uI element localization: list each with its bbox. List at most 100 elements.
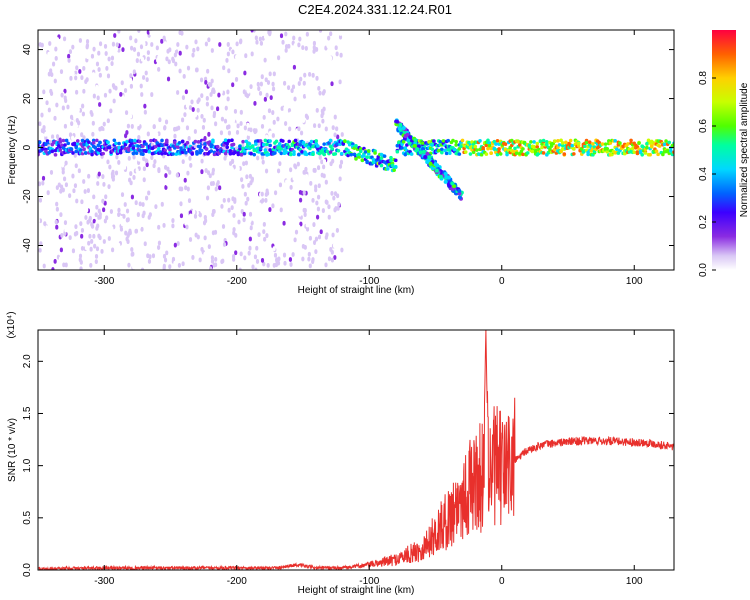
spectrogram-cell [291, 252, 295, 257]
spectrogram-cell [203, 142, 207, 146]
spectrogram-cell [137, 139, 142, 144]
spectrogram-cell [315, 107, 319, 113]
spectrogram-cell [95, 138, 99, 143]
snr-x-tick-label: 100 [626, 576, 643, 587]
spectrogram-cell [218, 42, 222, 47]
spectrogram-cell [236, 105, 240, 111]
spectrogram-cell [152, 124, 156, 130]
spectrogram-cell [72, 188, 76, 194]
spectrogram-cell [136, 144, 140, 148]
spectrogram-cell [229, 218, 233, 223]
spectrogram-cell [180, 253, 184, 259]
spectrogram-cell [106, 118, 110, 124]
spectrogram-cell [129, 35, 133, 41]
spectrogram-cell [64, 138, 69, 143]
spectrogram-cell [123, 88, 128, 93]
spectrogram-cell [267, 51, 271, 57]
spectrogram-cell [339, 52, 343, 58]
spectrogram-cell [211, 140, 215, 144]
spectrogram-cell [88, 233, 92, 239]
spectrogram-cell [251, 75, 255, 81]
spectrogram-cell [58, 148, 63, 152]
spectrogram-cell [48, 140, 53, 144]
spectrogram-cell [207, 37, 211, 43]
spectrogram-cell [266, 152, 271, 157]
spectrogram-cell [306, 119, 310, 125]
spectrogram-cell [331, 125, 335, 131]
spectrogram-cell [240, 209, 244, 214]
spectrogram-cell [267, 108, 272, 114]
spectrogram-cell [249, 151, 253, 156]
spectrogram-cell [75, 142, 80, 146]
spectrogram-cell [226, 96, 230, 102]
spectrogram-cell [171, 152, 175, 156]
spectrogram-cell [314, 53, 318, 59]
spectrogram-cell [146, 253, 150, 259]
spectrogram-cell [265, 142, 269, 147]
spectrogram-cell [160, 201, 164, 207]
spectrogram-cell [278, 47, 282, 52]
spectrogram-cell [200, 169, 204, 175]
spectrogram-cell [149, 138, 153, 143]
spectrogram-cell [43, 106, 47, 112]
spectrogram-cell [292, 35, 296, 41]
spectrogram-cell [586, 152, 590, 157]
spectrogram-cell [269, 160, 274, 166]
spectrogram-cell [321, 200, 325, 206]
spectrogram-cell [605, 147, 610, 151]
spectrogram-cell [308, 71, 312, 77]
spectrogram-cell [330, 130, 334, 136]
spectrogram-cell [243, 255, 247, 261]
spectrogram-cell [60, 92, 64, 98]
spectrogram-cell [227, 124, 231, 130]
spectrogram-cell [311, 257, 315, 262]
spectrogram-cell [335, 126, 339, 132]
spectrogram-cell [279, 33, 284, 39]
spectrogram-cell [215, 144, 220, 149]
spectrogram-cell [351, 142, 355, 146]
spectrogram-cell [454, 139, 458, 144]
spectrogram-cell [249, 180, 253, 186]
spectrogram-cell [85, 39, 90, 44]
spectrogram-cell [210, 255, 215, 261]
spectrogram-cell [137, 30, 141, 33]
spectrogram-cell [104, 51, 108, 56]
spectrogram-cell [238, 144, 242, 149]
spectrogram-cell [51, 61, 56, 67]
spectrogram-y-tick-label: -40 [22, 238, 33, 253]
spectrogram-cell [252, 63, 256, 69]
spectrogram-cell [202, 117, 206, 123]
spectrogram-cell [395, 149, 400, 154]
spectrogram-cell [77, 168, 81, 174]
spectrogram-cell [260, 74, 264, 80]
spectrogram-cell [238, 267, 242, 270]
spectrogram-cell [297, 42, 301, 48]
spectrogram-cell [232, 256, 236, 262]
spectrogram-cell [231, 82, 235, 88]
spectrogram-cell [324, 234, 328, 240]
spectrogram-cell [317, 151, 322, 156]
spectrogram-cell [120, 55, 124, 61]
spectrogram-cell [481, 146, 486, 150]
spectrogram-cell [289, 184, 293, 190]
spectrogram-cell [48, 41, 52, 46]
spectrogram-cell [62, 36, 67, 42]
spectrogram-cell [265, 134, 269, 140]
spectrogram-cell [50, 72, 54, 78]
spectrogram-cell [339, 31, 343, 36]
spectrogram-cell [147, 149, 152, 154]
spectrogram-cell [84, 245, 89, 251]
spectrogram-cell [457, 195, 462, 200]
spectrogram-cell [290, 200, 294, 206]
spectrogram-cell [337, 110, 341, 116]
spectrogram-cell [55, 224, 59, 230]
spectrogram-cell [157, 208, 161, 214]
colorbar-tick-label: 0.8 [698, 71, 709, 85]
spectrogram-cell [44, 135, 48, 141]
spectrogram-cell [637, 141, 641, 145]
spectrogram-cell [257, 232, 261, 238]
spectrogram-cell [38, 181, 42, 187]
spectrogram-cell [257, 184, 261, 190]
spectrogram-cell [232, 181, 236, 187]
spectrogram-cell [114, 141, 118, 146]
